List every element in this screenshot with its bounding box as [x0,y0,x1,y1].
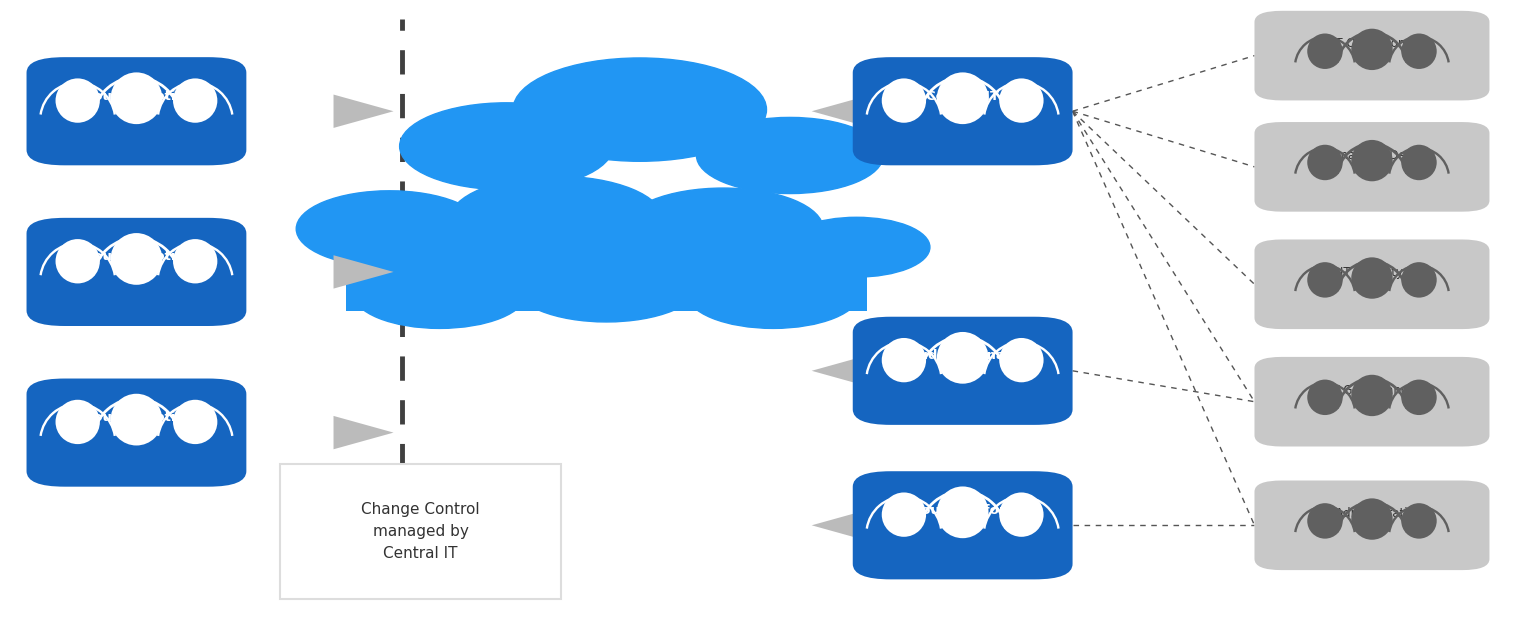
Ellipse shape [1401,379,1437,415]
Ellipse shape [999,338,1043,383]
Text: Cloud Adoption: Cloud Adoption [79,90,194,103]
Text: Automation / DevOps: Automation / DevOps [1308,149,1436,162]
Ellipse shape [1351,498,1393,540]
Ellipse shape [1307,33,1343,69]
Polygon shape [334,95,394,128]
FancyBboxPatch shape [1255,481,1489,570]
Ellipse shape [937,72,988,124]
FancyBboxPatch shape [852,471,1072,580]
Ellipse shape [882,78,926,123]
FancyBboxPatch shape [27,57,246,166]
Ellipse shape [937,332,988,384]
Text: Cloud Platform: Cloud Platform [907,504,1019,517]
Ellipse shape [56,400,100,444]
Text: IT Administration: IT Administration [1322,507,1422,520]
Text: Cloud Governance: Cloud Governance [894,349,1031,362]
Ellipse shape [173,239,217,284]
Circle shape [450,176,662,263]
Circle shape [696,117,884,193]
Circle shape [400,103,612,190]
Circle shape [296,191,484,267]
Text: Cloud Adoption: Cloud Adoption [79,411,194,424]
Ellipse shape [56,78,100,123]
FancyBboxPatch shape [346,247,867,311]
Text: IT Security: IT Security [1340,266,1404,279]
FancyBboxPatch shape [852,57,1072,166]
Ellipse shape [56,239,100,284]
Polygon shape [334,416,394,449]
Ellipse shape [1351,28,1393,70]
Ellipse shape [1351,375,1393,416]
FancyBboxPatch shape [1255,122,1489,211]
FancyBboxPatch shape [280,464,561,599]
Ellipse shape [111,233,162,285]
Ellipse shape [999,78,1043,123]
Ellipse shape [1401,262,1437,298]
Ellipse shape [882,338,926,383]
Text: IT Operations: IT Operations [1333,38,1411,51]
Circle shape [512,246,700,322]
Text: Change Control
managed by
Central IT: Change Control managed by Central IT [361,502,481,561]
Circle shape [623,188,823,269]
Ellipse shape [1307,262,1343,298]
Ellipse shape [882,493,926,537]
Polygon shape [811,354,872,387]
Text: IT Governance: IT Governance [1330,384,1414,397]
Ellipse shape [1401,145,1437,180]
Circle shape [784,218,929,277]
FancyBboxPatch shape [1255,11,1489,100]
Ellipse shape [1307,379,1343,415]
Ellipse shape [1307,503,1343,539]
Ellipse shape [111,394,162,446]
Ellipse shape [1351,140,1393,181]
FancyBboxPatch shape [1255,239,1489,329]
Ellipse shape [111,72,162,124]
Ellipse shape [1351,257,1393,298]
FancyBboxPatch shape [27,378,246,487]
Polygon shape [811,95,872,128]
Ellipse shape [1401,503,1437,539]
Ellipse shape [937,486,988,538]
Circle shape [687,258,860,328]
Ellipse shape [1307,145,1343,180]
FancyBboxPatch shape [27,218,246,326]
Polygon shape [334,255,394,289]
Text: Central IT: Central IT [926,90,999,103]
Ellipse shape [999,493,1043,537]
Ellipse shape [1401,33,1437,69]
FancyBboxPatch shape [1255,357,1489,446]
Text: Cloud Adoption: Cloud Adoption [79,250,194,263]
FancyBboxPatch shape [852,316,1072,425]
Polygon shape [811,509,872,542]
Circle shape [353,258,526,328]
Ellipse shape [173,400,217,444]
Ellipse shape [173,78,217,123]
Circle shape [512,58,767,161]
